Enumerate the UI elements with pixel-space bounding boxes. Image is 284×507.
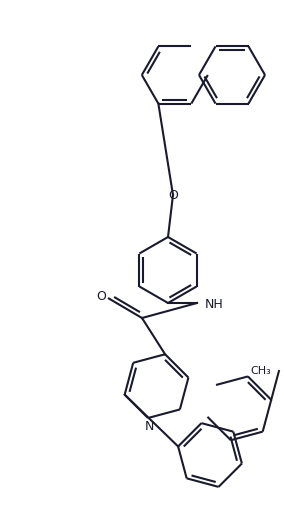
Text: N: N xyxy=(144,419,154,432)
Text: O: O xyxy=(168,189,178,201)
Text: CH₃: CH₃ xyxy=(250,366,271,376)
Text: NH: NH xyxy=(205,299,224,311)
Text: O: O xyxy=(96,289,106,303)
